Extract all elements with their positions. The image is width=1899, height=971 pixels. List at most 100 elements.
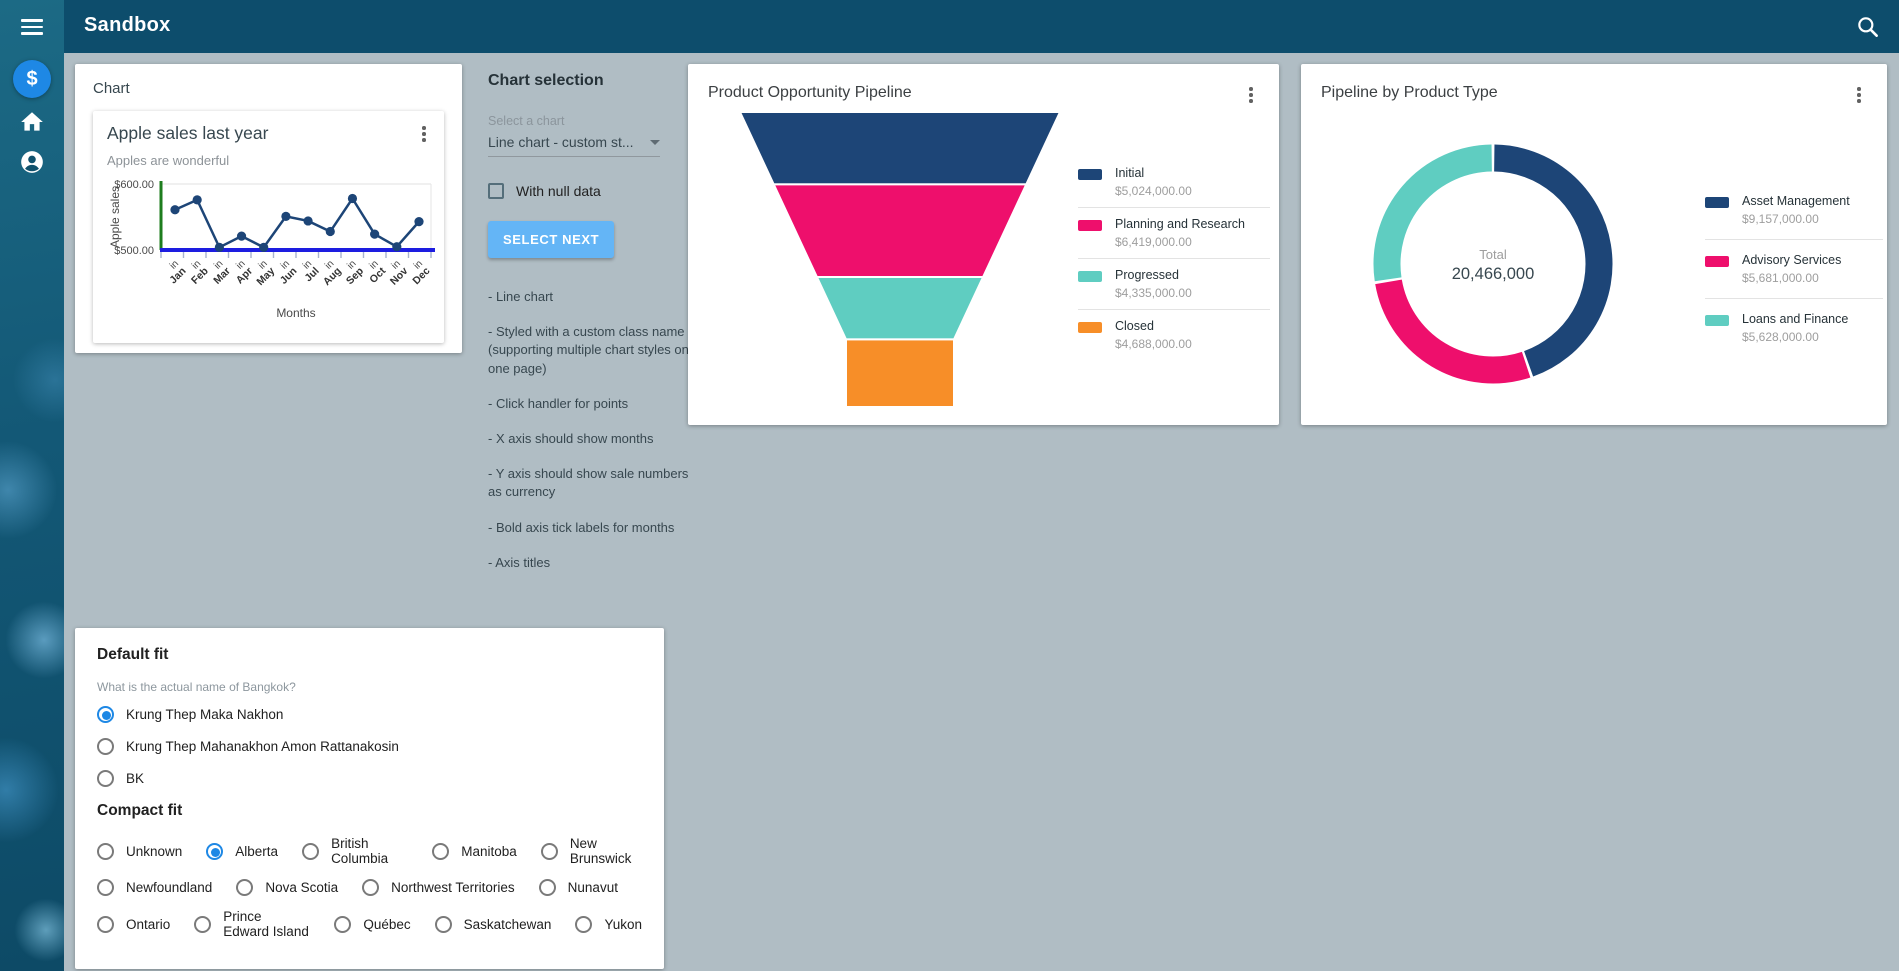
legend-swatch <box>1705 315 1729 326</box>
radio-option-manitoba[interactable]: Manitoba <box>432 842 517 860</box>
data-point-Mar[interactable] <box>214 242 224 252</box>
radio-unchecked-icon[interactable] <box>97 738 114 755</box>
radio-label: Yukon <box>604 916 642 932</box>
donut-legend: Asset Management $9,157,000.00 Advisory Se… <box>1705 194 1883 344</box>
chart-note: - Click handler for points <box>488 395 629 411</box>
funnel-stage-initial[interactable] <box>738 111 1062 186</box>
radio-unchecked-icon[interactable] <box>334 915 352 933</box>
funnel-legend: Initial $5,024,000.00 Planning and Researc… <box>1078 166 1270 351</box>
radio-unchecked-icon[interactable] <box>302 842 320 860</box>
radio-option-québec[interactable]: Québec <box>334 915 411 933</box>
radio-option-unknown[interactable]: Unknown <box>97 842 182 860</box>
radio-unchecked-icon[interactable] <box>540 842 558 860</box>
radio-option-newfoundland[interactable]: Newfoundland <box>97 879 212 896</box>
legend-item-asset-management[interactable]: Asset Management $9,157,000.00 <box>1705 194 1883 226</box>
checkbox-label: With null data <box>516 183 601 199</box>
radio-unchecked-icon[interactable] <box>575 915 593 933</box>
funnel-stage-progressed[interactable] <box>815 275 985 341</box>
radio-option-nunavut[interactable]: Nunavut <box>538 879 618 896</box>
radio-unchecked-icon[interactable] <box>236 879 254 896</box>
funnel-stage-planning-and-research[interactable] <box>772 183 1028 278</box>
more-options-icon[interactable] <box>1851 84 1867 106</box>
data-point-Nov[interactable] <box>392 242 402 252</box>
radio-label: Saskatchewan <box>463 916 552 932</box>
legend-swatch <box>1705 197 1729 208</box>
radio-unchecked-icon[interactable] <box>97 879 114 896</box>
radio-option-saskatchewan[interactable]: Saskatchewan <box>434 915 552 933</box>
radio-unchecked-icon[interactable] <box>97 770 114 787</box>
select-next-button[interactable]: SELECT NEXT <box>488 221 615 258</box>
more-options-icon[interactable] <box>416 123 432 145</box>
compact-fit-row: Ontario Prince Edward Island Québec Saskatc… <box>97 909 642 939</box>
radio-label: Prince Edward Island <box>223 909 309 939</box>
radio-unchecked-icon[interactable] <box>194 915 212 933</box>
data-point-Oct[interactable] <box>370 229 380 239</box>
radio-unchecked-icon[interactable] <box>97 915 114 933</box>
chart-note: - X axis should show months <box>488 430 654 446</box>
legend-swatch <box>1078 322 1102 333</box>
radio-option-krung-thep-mahanakhon-amon-rattanakosin[interactable]: Krung Thep Mahanakhon Amon Rattanakosin <box>97 738 642 755</box>
radio-unchecked-icon[interactable] <box>538 879 556 896</box>
radio-checked-icon[interactable] <box>97 706 114 723</box>
radio-unchecked-icon[interactable] <box>97 842 114 860</box>
radio-option-yukon[interactable]: Yukon <box>575 915 642 933</box>
data-point-Jun[interactable] <box>281 211 291 221</box>
donut-slice-asset-management[interactable] <box>1493 144 1613 377</box>
data-point-Aug[interactable] <box>325 226 335 237</box>
radio-unchecked-icon[interactable] <box>432 842 450 860</box>
chart-selection-panel: Chart selection Select a chart Line char… <box>488 72 693 589</box>
radio-option-ontario[interactable]: Ontario <box>97 915 170 933</box>
data-point-Feb[interactable] <box>192 195 202 205</box>
checkbox-icon[interactable] <box>488 183 504 199</box>
chart-note: - Styled with a custom class name (suppo… <box>488 324 689 376</box>
legend-item-advisory-services[interactable]: Advisory Services $5,681,000.00 <box>1705 253 1883 285</box>
radio-label: British Columbia <box>331 836 389 866</box>
more-options-icon[interactable] <box>1243 84 1259 106</box>
legend-item-planning-and-research[interactable]: Planning and Research $6,419,000.00 <box>1078 217 1270 249</box>
account-icon[interactable] <box>19 149 45 175</box>
legend-label: Asset Management <box>1742 194 1850 208</box>
data-point-Dec[interactable] <box>414 216 424 227</box>
home-icon[interactable] <box>19 109 45 135</box>
legend-item-loans-and-finance[interactable]: Loans and Finance $5,628,000.00 <box>1705 312 1883 344</box>
radio-unchecked-icon[interactable] <box>434 915 452 933</box>
dollar-icon[interactable]: $ <box>13 60 51 98</box>
chart-select-dropdown[interactable]: Line chart - custom st... <box>488 134 660 157</box>
data-point-Sep[interactable] <box>347 193 358 204</box>
radio-option-alberta[interactable]: Alberta <box>206 842 279 860</box>
radio-unchecked-icon[interactable] <box>362 879 380 896</box>
data-point-Jul[interactable] <box>303 216 313 226</box>
data-point-Apr[interactable] <box>236 231 247 241</box>
search-icon[interactable] <box>1855 14 1881 40</box>
null-data-checkbox-row[interactable]: With null data <box>488 183 693 199</box>
radio-checked-icon[interactable] <box>206 842 224 860</box>
radio-option-krung-thep-maka-nakhon[interactable]: Krung Thep Maka Nakhon <box>97 706 642 723</box>
funnel-card-title: Product Opportunity Pipeline <box>708 84 912 101</box>
radio-option-british-columbia[interactable]: British Columbia <box>302 836 408 866</box>
radio-option-prince-edward-island[interactable]: Prince Edward Island <box>194 909 310 939</box>
radio-label: Alberta <box>235 843 279 859</box>
donut-slice-loans-and-finance[interactable] <box>1373 144 1493 282</box>
radio-option-new-brunswick[interactable]: New Brunswick <box>540 836 642 866</box>
funnel-stage-closed[interactable] <box>845 338 955 409</box>
radio-option-northwest-territories[interactable]: Northwest Territories <box>362 879 515 896</box>
radio-label: Manitoba <box>461 843 517 859</box>
radio-option-bk[interactable]: BK <box>97 770 642 787</box>
legend-item-closed[interactable]: Closed $4,688,000.00 <box>1078 319 1270 351</box>
legend-value: $5,628,000.00 <box>1742 330 1819 344</box>
data-point-Jan[interactable] <box>170 205 180 215</box>
default-fit-radio-group: Krung Thep Maka Nakhon Krung Thep Mahanak… <box>97 706 642 787</box>
donut-chart[interactable]: Total 20,466,000 <box>1301 106 1701 422</box>
menu-icon[interactable] <box>21 19 43 35</box>
legend-swatch <box>1705 256 1729 267</box>
donut-slice-advisory-services[interactable] <box>1375 279 1531 384</box>
legend-item-initial[interactable]: Initial $5,024,000.00 <box>1078 166 1270 198</box>
data-point-May[interactable] <box>259 242 269 252</box>
apple-sales-card: Apple sales last year Apples are wonderf… <box>93 111 444 343</box>
funnel-chart[interactable] <box>704 106 1080 416</box>
legend-item-progressed[interactable]: Progressed $4,335,000.00 <box>1078 268 1270 300</box>
radio-option-nova-scotia[interactable]: Nova Scotia <box>236 879 338 896</box>
select-chart-label: Select a chart <box>488 114 565 128</box>
legend-divider <box>1705 298 1883 299</box>
